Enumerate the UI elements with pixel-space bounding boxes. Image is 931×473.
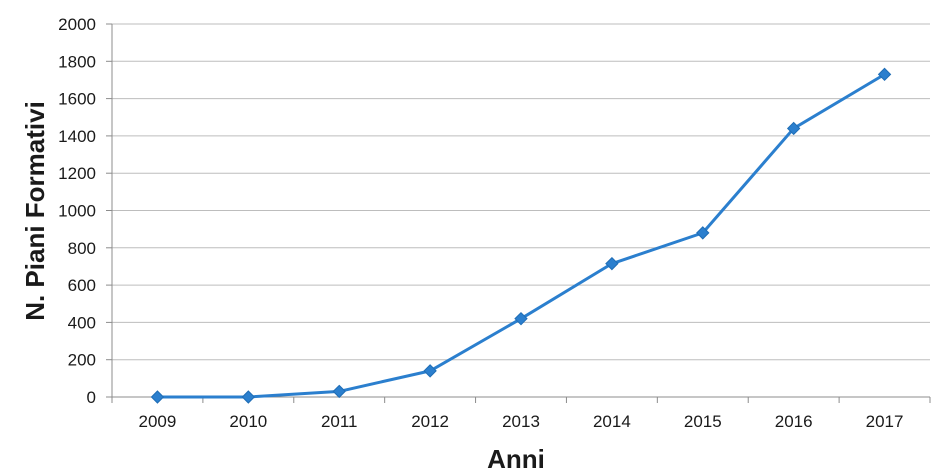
y-tick-label: 1000 [58,202,96,221]
gridlines [112,23,930,361]
x-tick-label: 2012 [411,412,449,431]
data-point-marker [786,121,801,136]
y-tick-label: 1600 [58,90,96,109]
x-tick-label: 2009 [139,412,177,431]
data-point-marker [696,226,710,240]
data-point-marker [423,364,437,378]
x-axis-title: Anni [487,444,545,473]
x-tick-labels: 2009 2010 2011 2012 2013 2014 2015 2016 2017 [139,412,904,431]
x-tick-label: 2016 [775,412,813,431]
y-tick-label: 2000 [58,15,96,34]
y-tick-labels: 0 200 400 600 800 1000 1200 1400 1600 1800 2000 [58,15,96,407]
data-point-marker [605,256,619,271]
x-tick-label: 2013 [502,412,540,431]
data-point-marker [241,390,256,404]
data-point-marker [877,67,892,82]
series [150,67,892,404]
y-tick-label: 800 [68,239,96,258]
series-line [157,73,886,399]
axes [106,23,931,403]
x-tick-label: 2011 [321,412,358,431]
x-tick-label: 2014 [593,412,631,431]
data-point-marker [332,384,346,399]
y-tick-label: 600 [68,276,96,295]
y-tick-label: 0 [87,388,96,407]
y-tick-label: 200 [68,351,96,370]
y-tick-label: 1800 [58,52,96,71]
data-point-marker [514,311,528,326]
x-tick-label: 2010 [229,412,267,431]
y-axis-title: N. Piani Formativi [20,101,50,321]
y-tick-label: 1200 [58,164,96,183]
x-tick-label: 2015 [684,412,722,431]
y-tick-label: 1400 [58,127,96,146]
x-tick-label: 2017 [866,412,904,431]
data-point-marker [150,390,165,404]
y-tick-label: 400 [68,313,96,332]
